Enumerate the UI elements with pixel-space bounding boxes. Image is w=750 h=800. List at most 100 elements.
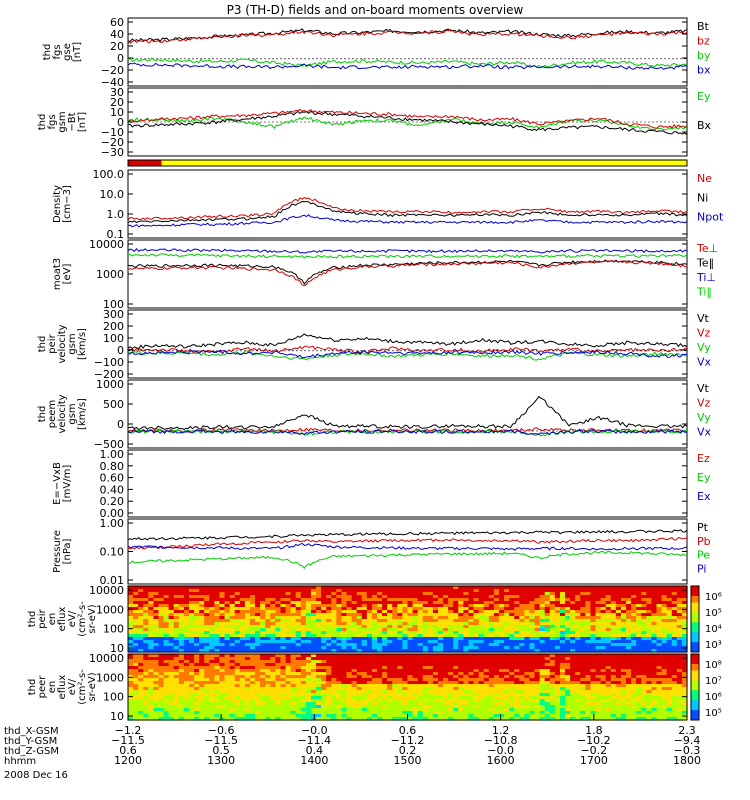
heatmap-cell xyxy=(305,687,312,691)
heatmap-cell xyxy=(631,640,637,644)
heatmap-cell xyxy=(661,640,668,644)
heatmap-cell xyxy=(310,660,317,664)
heatmap-cell xyxy=(626,634,632,638)
heatmap-cell xyxy=(255,717,261,721)
heatmap-cell xyxy=(209,663,215,667)
heatmap-cell xyxy=(138,637,144,641)
heatmap-cell xyxy=(443,589,449,593)
heatmap-cell xyxy=(529,589,536,593)
heatmap-cell xyxy=(153,595,160,599)
heatmap-cell xyxy=(488,654,495,658)
heatmap-cell xyxy=(255,702,261,706)
heatmap-cell xyxy=(194,693,200,697)
heatmap-cell xyxy=(432,675,439,679)
heatmap-cell xyxy=(626,586,632,590)
heatmap-cell xyxy=(239,595,246,599)
heatmap-cell xyxy=(387,619,393,623)
heatmap-cell xyxy=(366,654,373,658)
heatmap-cell xyxy=(514,595,520,599)
heatmap-cell xyxy=(331,702,337,706)
heatmap-cell xyxy=(443,684,449,688)
heatmap-cell xyxy=(229,654,236,658)
series-line-Vy xyxy=(127,350,688,361)
heatmap-cell xyxy=(163,586,170,590)
heatmap-cell xyxy=(356,640,363,644)
heatmap-cell xyxy=(636,696,642,700)
heatmap-cell xyxy=(534,675,541,679)
heatmap-cell xyxy=(524,646,531,650)
heatmap-cell xyxy=(300,663,307,667)
heatmap-cell xyxy=(544,592,551,596)
heatmap-cell xyxy=(199,643,205,647)
heatmap-cell xyxy=(483,717,490,721)
heatmap-cell xyxy=(305,705,312,709)
heatmap-cell xyxy=(417,595,424,599)
y-label-line: eflux xyxy=(57,607,68,632)
heatmap-cell xyxy=(336,610,343,614)
heatmap-cell xyxy=(209,607,215,611)
heatmap-cell xyxy=(524,702,531,706)
heatmap-cell xyxy=(641,699,647,703)
heatmap-cell xyxy=(610,595,617,599)
heatmap-cell xyxy=(300,666,307,670)
heatmap-cell xyxy=(666,619,673,623)
heatmap-cell xyxy=(310,598,317,602)
heatmap-cell xyxy=(422,646,429,650)
heatmap-cell xyxy=(199,684,205,688)
heatmap-cell xyxy=(341,619,348,623)
heatmap-cell xyxy=(397,613,404,617)
heatmap-cell xyxy=(138,687,144,691)
heatmap-cell xyxy=(559,699,566,703)
heatmap-cell xyxy=(580,619,586,623)
heatmap-cell xyxy=(244,678,251,682)
heatmap-cell xyxy=(504,717,510,721)
heatmap-cell xyxy=(534,705,541,709)
y-axis-label: thd fgs gsm −Bt [nT] xyxy=(37,111,88,132)
heatmap-cell xyxy=(143,699,149,703)
heatmap-cell xyxy=(488,610,495,614)
heatmap-cell xyxy=(590,684,597,688)
heatmap-cell xyxy=(519,625,525,629)
heatmap-cell xyxy=(417,610,424,614)
y-tick-label: −30 xyxy=(101,146,124,159)
heatmap-cell xyxy=(402,696,409,700)
heatmap-cell xyxy=(661,592,668,596)
heatmap-cell xyxy=(341,708,348,712)
heatmap-cell xyxy=(280,696,287,700)
heatmap-cell xyxy=(183,649,190,653)
heatmap-cell xyxy=(224,622,231,626)
heatmap-cell xyxy=(300,687,307,691)
heatmap-cell xyxy=(204,657,210,661)
heatmap-cell xyxy=(468,714,475,718)
heatmap-cell xyxy=(631,654,637,658)
heatmap-cell xyxy=(539,690,546,694)
heatmap-cell xyxy=(173,696,180,700)
heatmap-cell xyxy=(483,687,490,691)
heatmap-cell xyxy=(610,649,617,653)
heatmap-cell xyxy=(519,601,525,605)
heatmap-cell xyxy=(163,649,170,653)
heatmap-cell xyxy=(539,696,546,700)
heatmap-cell xyxy=(148,613,155,617)
heatmap-cell xyxy=(331,705,337,709)
heatmap-cell xyxy=(275,586,282,590)
heatmap-cell xyxy=(265,601,271,605)
heatmap-cell xyxy=(417,616,424,620)
heatmap-cell xyxy=(244,631,251,635)
heatmap-cell xyxy=(585,654,592,658)
heatmap-cell xyxy=(133,675,139,679)
heatmap-cell xyxy=(229,684,236,688)
heatmap-cell xyxy=(316,604,322,608)
heatmap-cell xyxy=(239,717,246,721)
heatmap-cell xyxy=(153,637,160,641)
heatmap-cell xyxy=(514,660,520,664)
heatmap-cell xyxy=(265,654,271,658)
heatmap-cell xyxy=(554,634,561,638)
heatmap-cell xyxy=(590,616,597,620)
heatmap-cell xyxy=(366,640,373,644)
heatmap-cell xyxy=(255,616,261,620)
heatmap-cell xyxy=(295,717,302,721)
heatmap-cell xyxy=(575,631,581,635)
heatmap-cell xyxy=(585,660,592,664)
heatmap-cell xyxy=(570,699,576,703)
